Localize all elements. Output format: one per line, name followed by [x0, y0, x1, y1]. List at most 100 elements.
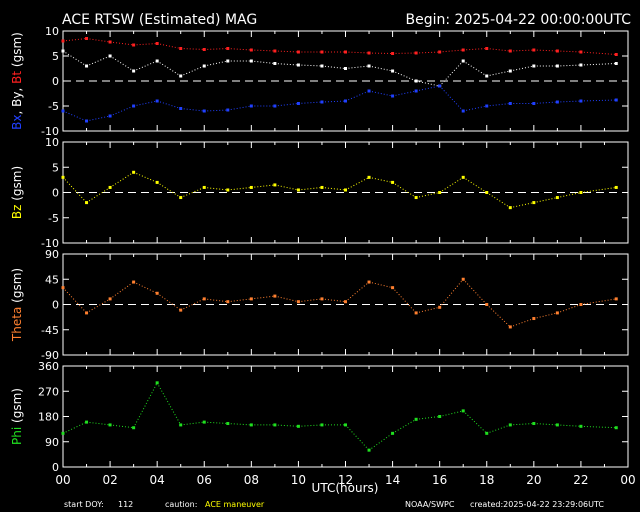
series-bt: [61, 37, 618, 56]
x-tick-label: 12: [338, 473, 353, 487]
data-trace: [557, 64, 581, 67]
data-trace: [580, 63, 617, 66]
y-tick-label: -45: [41, 324, 59, 337]
data-trace: [110, 424, 134, 429]
data-trace: [416, 192, 440, 199]
panel-4: 360 270 180 90 0 Phi (gsm): [10, 360, 629, 474]
data-trace: [204, 60, 228, 67]
data-trace: [110, 41, 134, 46]
data-trace: [227, 423, 252, 426]
begin-time: Begin: 2025-04-22 00:00:00UTC: [406, 12, 632, 28]
y-tick-label: 90: [45, 436, 59, 449]
y-tick-label: 0: [52, 461, 59, 474]
data-trace: [204, 109, 228, 112]
x-tick-label: 22: [573, 473, 588, 487]
data-trace: [392, 418, 417, 434]
data-point: [614, 53, 618, 56]
data-trace: [321, 65, 346, 69]
data-trace: [133, 100, 158, 107]
y-tick-label: -90: [41, 349, 59, 362]
data-trace: [580, 99, 617, 102]
x-tick-label: 08: [244, 473, 259, 487]
x-tick-label: 16: [432, 473, 447, 487]
data-trace: [510, 318, 535, 328]
y-tick-label: 10: [45, 25, 59, 38]
data-trace: [86, 55, 111, 67]
caution-label: caution:: [165, 500, 197, 509]
data-trace: [298, 298, 323, 303]
data-trace: [62, 287, 87, 314]
data-trace: [345, 281, 370, 303]
data-trace: [274, 63, 299, 66]
data-trace: [462, 60, 488, 77]
series-theta: [61, 277, 618, 329]
x-tick-label: 00: [55, 473, 70, 487]
data-trace: [486, 70, 511, 77]
y-tick-label: 270: [38, 385, 59, 398]
caution-value: ACE maneuver: [205, 500, 265, 509]
created-label: created:2025-04-22 23:29:06UTC: [470, 500, 604, 509]
data-trace: [557, 100, 581, 103]
data-trace: [180, 65, 205, 77]
data-trace: [533, 312, 558, 320]
data-trace: [580, 186, 617, 193]
y-tick-label: -5: [48, 212, 59, 225]
data-trace: [204, 48, 228, 50]
data-trace: [345, 424, 370, 451]
data-trace: [204, 421, 228, 425]
data-trace: [463, 48, 487, 51]
panel-3: 90 45 0 -45 -90 Theta (gsm): [10, 248, 629, 362]
data-trace: [251, 184, 275, 188]
y-axis-label-part: Bt: [10, 71, 24, 84]
data-point: [614, 98, 618, 102]
y-tick-label: 10: [45, 136, 59, 149]
data-trace: [180, 298, 205, 311]
data-trace: [62, 177, 87, 203]
x-tick-label: 14: [385, 473, 400, 487]
data-trace: [486, 304, 511, 328]
data-trace: [274, 103, 299, 107]
data-trace: [439, 85, 464, 112]
data-trace: [580, 425, 617, 429]
y-axis-label: Bx, By, Bt (gsm): [10, 32, 24, 130]
data-trace: [416, 306, 440, 314]
data-point: [614, 426, 618, 430]
data-trace: [274, 50, 299, 53]
data-trace: [392, 52, 417, 54]
data-trace: [345, 176, 370, 191]
data-trace: [298, 186, 323, 191]
data-trace: [345, 51, 370, 54]
data-trace: [368, 90, 393, 97]
panel-frame: [62, 365, 629, 468]
data-trace: [580, 51, 617, 55]
y-tick-label: -10: [41, 237, 59, 250]
data-trace: [439, 60, 464, 87]
data-trace: [416, 85, 440, 92]
data-trace: [392, 287, 417, 314]
data-trace: [510, 423, 534, 426]
data-trace: [416, 416, 440, 420]
data-trace: [62, 38, 87, 42]
data-point: [614, 62, 618, 65]
data-trace: [298, 101, 322, 104]
x-tick-label: 02: [102, 473, 117, 487]
data-trace: [557, 192, 582, 199]
y-axis-label-part: (gsm): [10, 268, 24, 303]
panel-1: 10 5 0 -5 -10 Bx, By, Bt (gsm): [10, 25, 629, 138]
data-trace: [251, 49, 275, 52]
data-trace: [204, 186, 228, 191]
data-trace: [392, 70, 417, 82]
data-trace: [109, 105, 134, 117]
x-tick-label: 06: [197, 473, 212, 487]
data-trace: [321, 298, 346, 303]
y-tick-label: 5: [52, 50, 59, 63]
x-tick-label: 20: [526, 473, 541, 487]
data-trace: [368, 65, 393, 72]
y-tick-label: 360: [38, 360, 59, 373]
data-trace: [62, 110, 87, 122]
y-axis-label-part: (gsm): [10, 32, 24, 67]
data-trace: [580, 298, 617, 305]
y-tick-label: -10: [41, 125, 59, 138]
data-trace: [157, 43, 181, 49]
